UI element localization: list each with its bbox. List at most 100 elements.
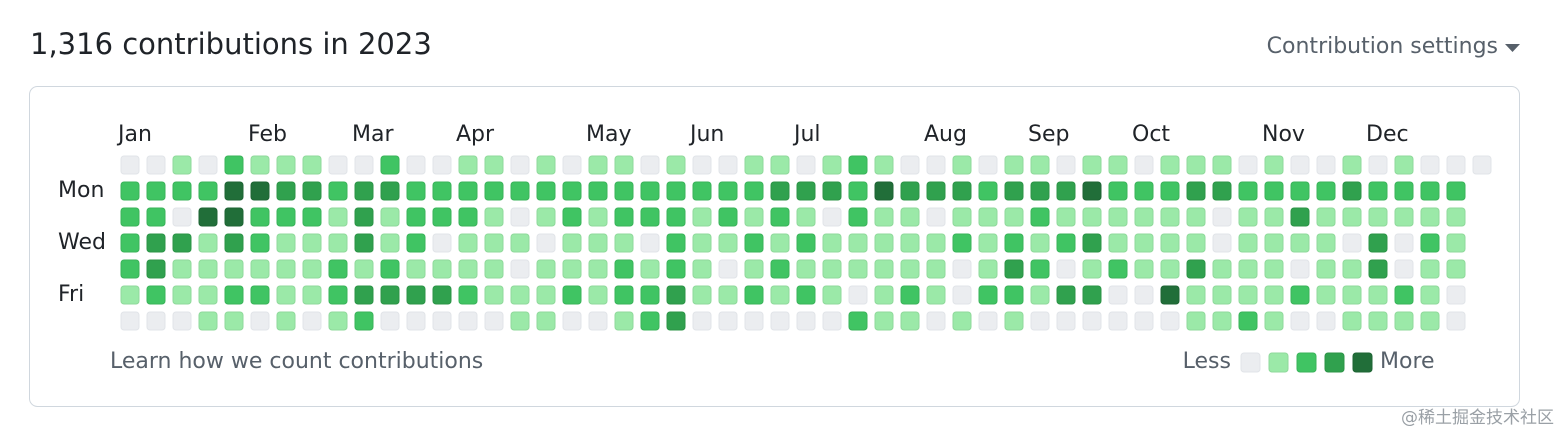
day-cell — [1394, 285, 1414, 305]
day-cell — [380, 259, 400, 279]
day-cell — [1030, 155, 1050, 175]
day-cell — [484, 181, 504, 201]
day-cell — [1446, 233, 1466, 253]
dropdown-caret[interactable] — [1505, 44, 1520, 52]
day-cell — [744, 181, 764, 201]
day-cell — [822, 181, 842, 201]
day-cell — [718, 311, 738, 331]
day-cell — [692, 181, 712, 201]
day-cell — [1212, 181, 1232, 201]
day-cell — [640, 259, 660, 279]
day-cell — [1316, 311, 1336, 331]
day-cell — [1004, 285, 1024, 305]
day-cell — [822, 155, 842, 175]
day-cell — [562, 207, 582, 227]
day-cell — [1264, 207, 1284, 227]
day-cell — [1368, 259, 1388, 279]
day-cell — [900, 285, 920, 305]
day-cell — [1108, 311, 1128, 331]
day-cell — [1160, 207, 1180, 227]
day-cell — [224, 233, 244, 253]
day-cell — [1212, 233, 1232, 253]
day-cell — [1134, 285, 1154, 305]
day-cell — [692, 233, 712, 253]
day-cell — [588, 285, 608, 305]
day-cell — [562, 285, 582, 305]
day-cell — [900, 311, 920, 331]
day-cell — [1186, 155, 1206, 175]
month-label: Jul — [792, 122, 821, 147]
day-cell — [484, 311, 504, 331]
day-cell — [328, 285, 348, 305]
day-cell — [172, 155, 192, 175]
day-cell — [510, 181, 530, 201]
day-cell — [1108, 233, 1128, 253]
day-cell — [198, 207, 218, 227]
day-cell — [900, 233, 920, 253]
day-cell — [510, 311, 530, 331]
day-cell — [770, 155, 790, 175]
day-cell — [1290, 181, 1310, 201]
day-cell — [1186, 259, 1206, 279]
day-cell — [588, 155, 608, 175]
day-cell — [510, 207, 530, 227]
day-cell — [848, 233, 868, 253]
day-cell — [484, 155, 504, 175]
legend-cell — [1296, 352, 1317, 373]
day-cell — [250, 155, 270, 175]
day-cell — [1316, 233, 1336, 253]
learn-link[interactable]: Learn how we count contributions — [110, 349, 483, 374]
day-cell — [822, 207, 842, 227]
day-cell — [1160, 311, 1180, 331]
day-cell — [172, 285, 192, 305]
day-cell — [1134, 155, 1154, 175]
settings-button[interactable]: Contribution settings — [1267, 34, 1498, 59]
day-cell — [1056, 155, 1076, 175]
day-cell — [1420, 207, 1440, 227]
month-label: Jan — [116, 122, 152, 147]
day-cell — [380, 207, 400, 227]
day-cell — [770, 311, 790, 331]
day-cell — [484, 259, 504, 279]
day-cell — [120, 155, 140, 175]
day-cell — [1342, 233, 1362, 253]
day-cell — [952, 155, 972, 175]
day-cell — [900, 207, 920, 227]
day-cell — [926, 259, 946, 279]
day-cell — [926, 233, 946, 253]
day-cell — [1160, 233, 1180, 253]
day-cell — [796, 207, 816, 227]
day-cell — [1030, 311, 1050, 331]
day-cell — [796, 155, 816, 175]
legend-cell — [1352, 352, 1373, 373]
day-cell — [952, 233, 972, 253]
day-cell — [1420, 233, 1440, 253]
day-cell — [1030, 259, 1050, 279]
month-label: Dec — [1366, 122, 1409, 147]
day-cell — [1108, 285, 1128, 305]
day-cell — [146, 285, 166, 305]
day-cell — [198, 181, 218, 201]
day-cell — [744, 285, 764, 305]
day-cell — [926, 311, 946, 331]
day-cell — [614, 181, 634, 201]
day-cell — [1212, 155, 1232, 175]
day-cell — [302, 259, 322, 279]
day-cell — [380, 233, 400, 253]
day-cell — [458, 181, 478, 201]
day-cell — [796, 259, 816, 279]
day-cell — [146, 233, 166, 253]
day-cell — [120, 311, 140, 331]
day-cell — [432, 207, 452, 227]
day-cell — [1108, 259, 1128, 279]
day-cell — [172, 207, 192, 227]
day-cell — [484, 207, 504, 227]
day-cell — [328, 259, 348, 279]
day-cell — [1004, 155, 1024, 175]
day-cell — [198, 285, 218, 305]
day-cell — [198, 233, 218, 253]
day-cell — [1056, 181, 1076, 201]
day-cell — [1238, 285, 1258, 305]
